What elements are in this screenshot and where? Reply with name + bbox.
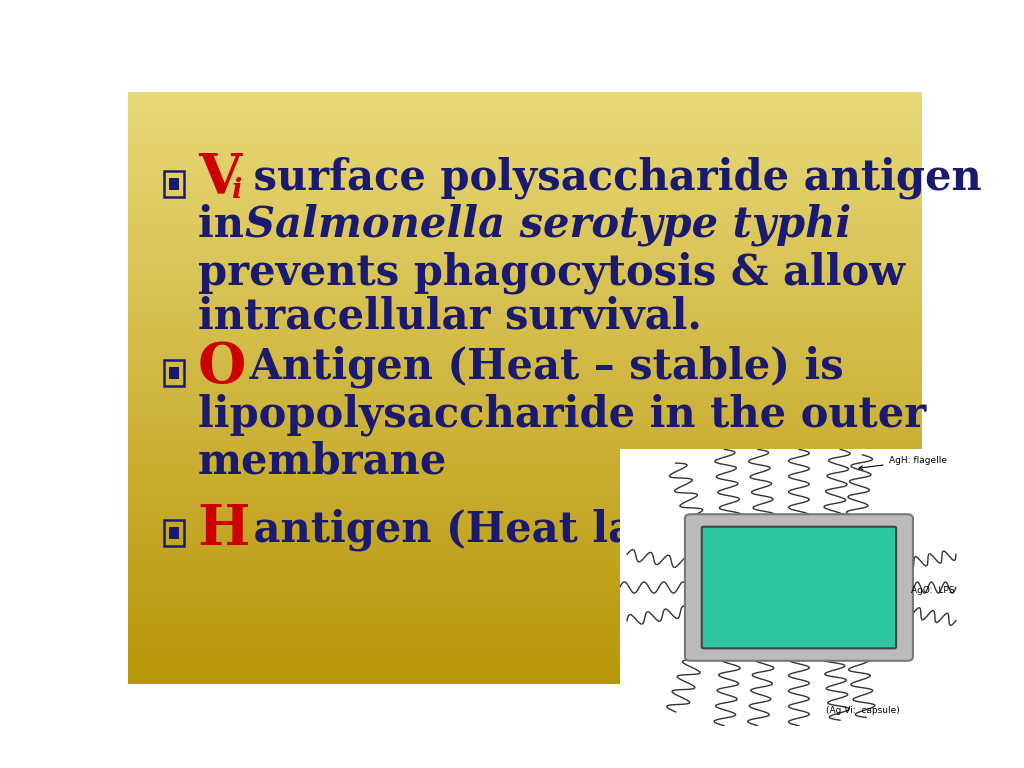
Text: (Ag Vi:  capsule): (Ag Vi: capsule) bbox=[825, 706, 899, 715]
FancyBboxPatch shape bbox=[685, 515, 913, 660]
Text: i: i bbox=[231, 177, 242, 204]
Bar bbox=[164, 520, 184, 546]
Bar bbox=[164, 170, 184, 197]
Text: AgO:  LPS: AgO: LPS bbox=[911, 586, 954, 595]
Text: AgH: flagelle: AgH: flagelle bbox=[859, 456, 946, 469]
Text: V: V bbox=[198, 151, 241, 205]
Text: in: in bbox=[198, 204, 258, 247]
Bar bbox=[169, 527, 179, 538]
Text: prevents phagocytosis & allow: prevents phagocytosis & allow bbox=[198, 251, 905, 294]
Text: membrane: membrane bbox=[198, 441, 447, 483]
Text: antigen (Heat labile): antigen (Heat labile) bbox=[239, 508, 741, 551]
Text: Antigen (Heat – stable) is: Antigen (Heat – stable) is bbox=[236, 346, 844, 389]
Text: O: O bbox=[198, 339, 246, 395]
Text: Salmonella serotype typhi: Salmonella serotype typhi bbox=[245, 204, 851, 247]
Bar bbox=[169, 367, 179, 379]
Bar bbox=[169, 178, 179, 190]
Text: lipopolysaccharide in the outer: lipopolysaccharide in the outer bbox=[198, 393, 926, 435]
Text: H: H bbox=[198, 502, 250, 558]
Text: intracellular survival.: intracellular survival. bbox=[198, 296, 701, 338]
FancyBboxPatch shape bbox=[701, 527, 896, 648]
Text: surface polysaccharide antigen: surface polysaccharide antigen bbox=[240, 157, 982, 199]
Bar bbox=[164, 360, 184, 386]
